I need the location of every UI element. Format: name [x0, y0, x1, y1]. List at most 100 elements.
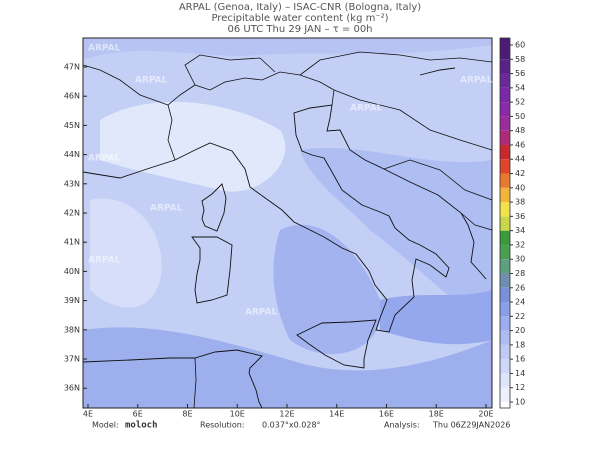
colorbar-segment [500, 73, 510, 88]
lat-label: 46N [64, 92, 80, 101]
coastline [82, 349, 263, 409]
colorbar-segment [500, 259, 510, 274]
field-patch [90, 198, 162, 308]
lat-label: 36N [64, 384, 80, 393]
footer-value: 0.037°x0.028° [262, 421, 321, 430]
colorbar-label: 30 [515, 255, 525, 264]
colorbar-label: 10 [515, 398, 525, 407]
colorbar-label: 26 [515, 283, 525, 292]
border [167, 71, 335, 161]
watermark: ARPAL [245, 308, 278, 318]
lake-shore [419, 67, 456, 76]
colorbar-label: 22 [515, 312, 525, 321]
coastline [191, 236, 233, 304]
lon-label: 8E [182, 410, 192, 419]
border [460, 212, 493, 231]
colorbar-segment [500, 173, 510, 188]
colorbar-segment [500, 302, 510, 317]
footer-label: Resolution: [200, 421, 245, 430]
colorbar-label: 24 [515, 298, 525, 307]
colorbar-segment [500, 359, 510, 374]
header-line: Precipitable water content (kg m⁻²) [211, 13, 388, 24]
lat-label: 42N [64, 209, 80, 218]
watermark: ARPAL [350, 104, 383, 114]
colorbar-label: 16 [515, 355, 525, 364]
watermark: ARPAL [88, 44, 121, 54]
watermark: ARPAL [150, 204, 183, 214]
footer-label: Model: [92, 421, 119, 430]
colorbar-label: 48 [515, 126, 525, 135]
colorbar-label: 12 [515, 383, 525, 392]
colorbar-label: 46 [515, 140, 525, 149]
colorbar-segment [500, 244, 510, 260]
border [82, 64, 169, 106]
colorbar-label: 32 [515, 240, 525, 249]
colorbar-segment [500, 287, 510, 303]
colorbar-label: 18 [515, 340, 525, 349]
lat-label: 44N [64, 150, 80, 159]
colorbar-label: 44 [515, 155, 525, 164]
colorbar-segment [500, 116, 510, 131]
footer-value: moloch [125, 421, 158, 431]
field-patch [300, 147, 492, 330]
colorbar-label: 28 [515, 269, 525, 278]
field-patch [83, 327, 492, 408]
lon-label: 10E [230, 410, 245, 419]
lat-label: 37N [64, 355, 80, 364]
footer-label: Analysis: [384, 421, 420, 430]
colorbar-segment [500, 387, 510, 402]
header-line: ARPAL (Genoa, Italy) – ISAC-CNR (Bologna… [179, 2, 421, 13]
colorbar-segment [500, 230, 510, 245]
colorbar-segment [500, 159, 510, 174]
watermark: ARPAL [88, 256, 121, 266]
header-line: 06 UTC Thu 29 JAN – τ = 00h [227, 24, 372, 35]
watermark: ARPAL [460, 76, 493, 86]
colorbar-cap [500, 402, 510, 408]
colorbar-frame [499, 37, 511, 409]
colorbar-segment [500, 59, 510, 74]
lon-label: 14E [329, 410, 344, 419]
colorbar-label: 36 [515, 212, 525, 221]
lon-label: 16E [379, 410, 394, 419]
colorbar-segment [500, 187, 510, 203]
colorbar-label: 40 [515, 183, 525, 192]
lon-label: 6E [133, 410, 143, 419]
map [82, 37, 493, 409]
colorbar-segment [500, 130, 510, 145]
colorbar-segment [500, 316, 510, 331]
lat-label: 41N [64, 238, 80, 247]
lat-label: 38N [64, 325, 80, 334]
lon-label: 4E [83, 410, 93, 419]
lat-label: 39N [64, 296, 80, 305]
colorbar-label: 54 [515, 83, 525, 92]
colorbar-label: 56 [515, 69, 525, 78]
field-patch [380, 290, 492, 345]
lat-label: 43N [64, 179, 80, 188]
colorbar-segment [500, 216, 510, 231]
coastline [296, 319, 377, 369]
lat-label: 40N [64, 267, 80, 276]
colorbar-label: 34 [515, 226, 525, 235]
colorbar-label: 50 [515, 112, 525, 121]
lon-label: 18E [429, 410, 444, 419]
colorbar-segment [500, 144, 510, 160]
colorbar-segment [500, 87, 510, 103]
border [383, 159, 493, 201]
border [333, 89, 493, 151]
colorbar-segment [500, 202, 510, 217]
colorbar-segment [500, 330, 510, 345]
colorbar-label: 42 [515, 169, 525, 178]
lat-label: 47N [64, 63, 80, 72]
colorbar-segment [500, 344, 510, 360]
coastline [201, 183, 227, 232]
watermark: ARPAL [135, 76, 168, 86]
footer-value: Thu 06Z29JAN2026 [432, 421, 510, 430]
colorbar-segment [500, 102, 510, 117]
lon-label: 20E [478, 410, 493, 419]
border [184, 54, 276, 86]
border [193, 357, 197, 409]
coastline [82, 104, 487, 333]
lat-label: 45N [64, 121, 80, 130]
lon-label: 12E [279, 410, 294, 419]
